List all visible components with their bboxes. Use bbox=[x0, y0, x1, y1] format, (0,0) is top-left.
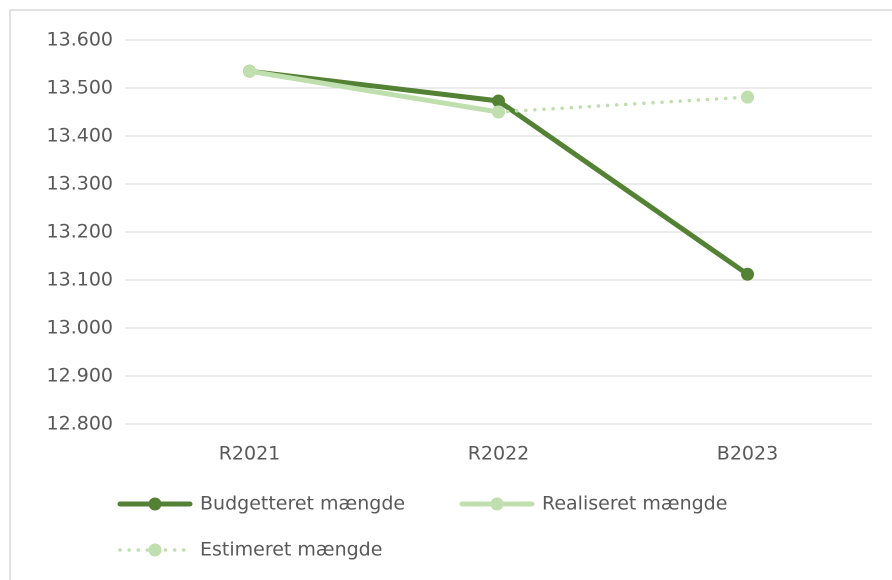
legend-label: Budgetteret mængde bbox=[200, 493, 405, 515]
y-tick-label: 13.400 bbox=[47, 125, 113, 147]
y-tick-label: 13.000 bbox=[47, 317, 113, 339]
y-tick-label: 13.200 bbox=[47, 221, 113, 243]
x-tick-label: R2022 bbox=[468, 443, 530, 465]
legend-marker bbox=[148, 543, 162, 557]
data-point bbox=[741, 267, 754, 281]
data-point bbox=[492, 105, 505, 119]
chart-frame bbox=[9, 9, 892, 580]
data-point bbox=[243, 64, 256, 78]
series-line bbox=[247, 68, 501, 115]
legend-marker bbox=[148, 497, 162, 511]
series-line bbox=[496, 95, 750, 114]
y-tick-label: 13.300 bbox=[47, 173, 113, 195]
legend-marker bbox=[490, 497, 504, 511]
data-point bbox=[741, 90, 754, 104]
legend-label: Estimeret mængde bbox=[200, 539, 382, 561]
y-tick-label: 12.900 bbox=[47, 365, 113, 387]
legend-label: Realiseret mængde bbox=[542, 493, 727, 515]
x-tick-label: B2023 bbox=[717, 443, 778, 465]
x-tick-label: R2021 bbox=[219, 443, 281, 465]
y-tick-label: 12.800 bbox=[47, 413, 113, 435]
y-tick-label: 13.500 bbox=[47, 77, 113, 99]
y-tick-label: 13.100 bbox=[47, 269, 113, 291]
data-point bbox=[492, 94, 505, 108]
y-tick-label: 13.600 bbox=[47, 29, 113, 51]
